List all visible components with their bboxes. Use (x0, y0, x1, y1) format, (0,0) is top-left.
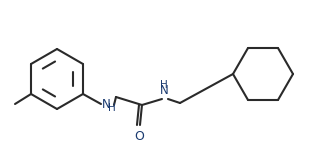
Text: N: N (102, 98, 111, 112)
Text: O: O (134, 130, 144, 143)
Text: N: N (160, 84, 168, 97)
Text: H: H (160, 80, 168, 90)
Text: H: H (108, 103, 116, 113)
